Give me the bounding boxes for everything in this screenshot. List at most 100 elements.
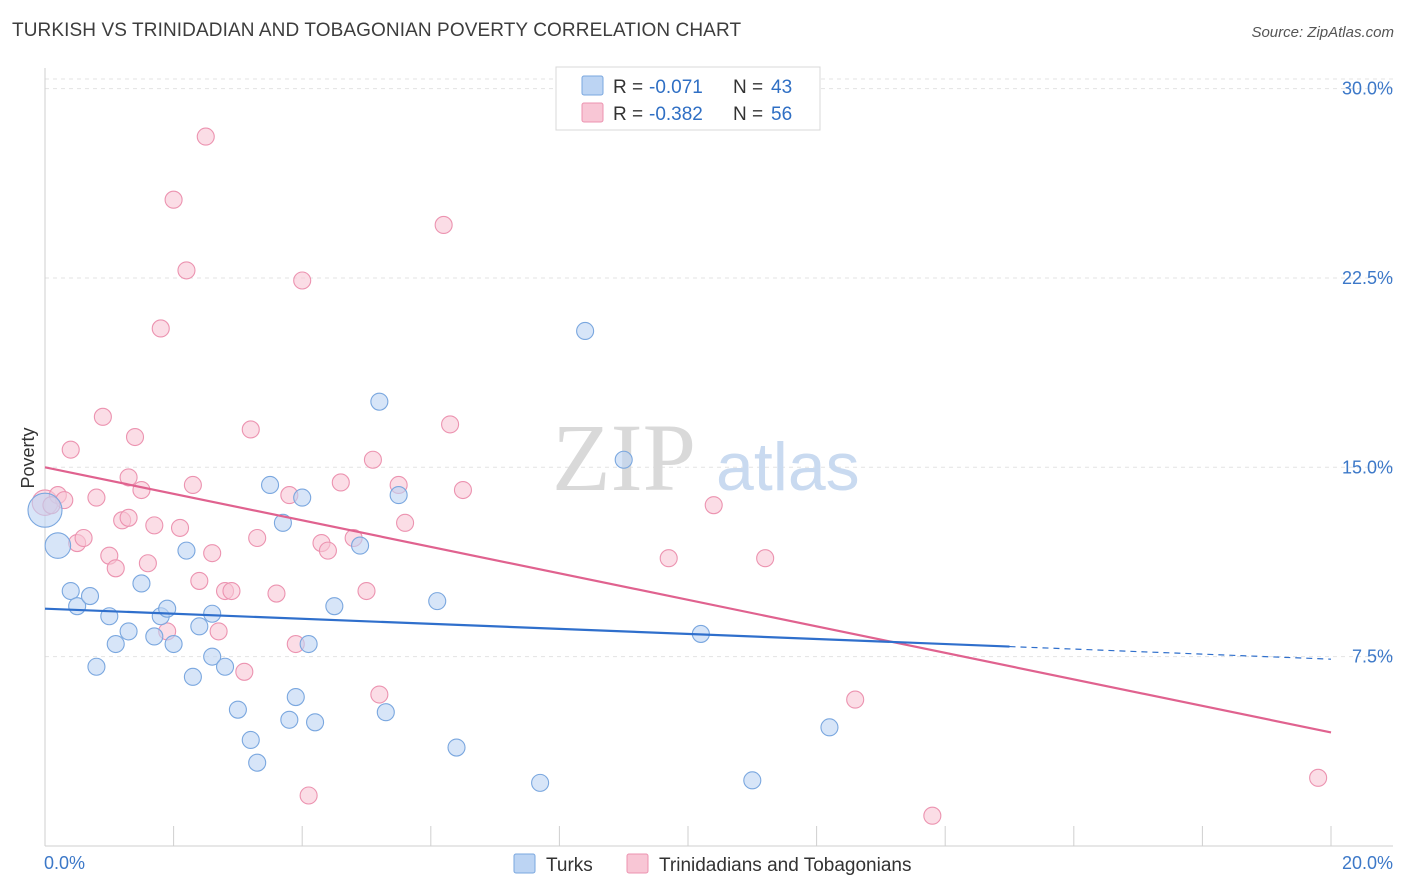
trini-point [441,415,460,434]
turks-point [61,581,80,601]
trini-point [370,685,389,704]
trini-point [190,571,209,590]
trini-point [203,544,222,563]
trini-point [923,806,942,825]
turks-point [27,492,63,528]
axes [44,68,1393,847]
turks-point [614,450,633,469]
trini-point [183,475,202,495]
turks-point [447,738,466,757]
turks-point [531,773,550,792]
legend-r-label-turks: R = [613,77,643,98]
trend-lines [44,466,1332,734]
chart-title: TURKISH VS TRINIDADIAN AND TOBAGONIAN PO… [12,20,742,41]
turks-point [351,536,370,555]
trini-point [87,488,106,507]
bottom-legend-label-trini: Trinidadians and Tobagonians [659,855,911,876]
series-legend: Turks Trinidadians and Tobagonians [513,853,911,876]
trini-point [119,508,138,527]
trini-point [756,549,775,568]
legend-r-value-trini: -0.382 [649,104,703,125]
series-turks-points [27,321,839,792]
trini-point [659,549,678,568]
bottom-legend-swatch-trini [626,853,649,874]
bottom-legend-label-turks: Turks [546,855,593,876]
turks-point [106,634,125,654]
legend-r-value-turks: -0.071 [649,77,703,98]
trini-point [248,528,267,548]
legend-swatch-trini [581,102,604,123]
trini-point [177,261,196,280]
turks-point [44,532,72,559]
trend-line-trini [44,466,1332,734]
watermark-atlas: atlas [716,429,860,505]
trini-point [846,690,865,709]
trini-point [138,554,157,573]
trini-point [61,440,80,459]
turks-point [299,634,318,654]
turks-point [820,718,839,737]
trini-point [106,559,125,578]
turks-point [370,392,389,411]
legend-n-label-trini: N = [733,104,763,125]
trini-point [132,480,151,500]
turks-point [119,622,138,641]
turks-point [87,657,106,676]
turks-point [428,592,447,611]
turks-point [293,488,312,507]
trini-point [363,450,382,469]
turks-point [260,475,280,495]
turks-point [241,730,260,750]
trini-point [235,662,254,681]
trini-point [222,581,241,601]
turks-point [183,667,202,686]
legend-n-value-turks: 43 [771,77,792,98]
turks-point [248,753,267,772]
legend-swatch-turks [581,75,604,96]
turks-point [280,710,299,729]
trini-point [331,473,350,492]
turks-point [132,574,151,593]
turks-point [576,321,595,341]
y-axis-label: Poverty [18,427,38,488]
turks-point [306,713,325,732]
trini-point [434,215,453,235]
trini-point [396,513,415,532]
y-tick-label: 22.5% [1342,268,1393,288]
y-tick-label: 7.5% [1352,647,1393,667]
trini-point [357,581,376,601]
turks-point [228,700,247,719]
trini-point [196,127,215,146]
x-tick-labels: 0.0% 20.0% [44,853,1393,873]
trini-point [299,786,318,805]
turks-point [145,627,164,646]
trini-point [1309,768,1328,787]
stats-legend: R = -0.071 N = 43 R = -0.382 N = 56 [555,66,821,131]
y-tick-label: 30.0% [1342,79,1393,99]
turks-point [203,604,222,623]
x-tick-label: 20.0% [1342,853,1393,873]
trini-point [267,584,286,603]
y-tick-label: 15.0% [1342,457,1393,477]
turks-point [164,634,183,654]
x-tick-label: 0.0% [44,853,85,873]
turks-point [177,541,196,560]
trini-point [241,420,260,439]
trini-point [145,516,164,535]
legend-r-label-trini: R = [613,104,643,125]
trini-point [164,190,183,209]
turks-point [743,771,762,790]
legend-n-value-trini: 56 [771,104,792,125]
turks-point [376,703,395,722]
turks-point [203,647,222,666]
turks-point [325,597,344,616]
trini-point [125,427,145,447]
legend-n-label-turks: N = [733,77,763,98]
trini-point [704,496,723,515]
turks-point [80,587,100,606]
trini-point [93,407,112,426]
turks-point [389,486,408,505]
turks-point [286,687,305,707]
watermark: ZIP atlas [552,404,860,511]
